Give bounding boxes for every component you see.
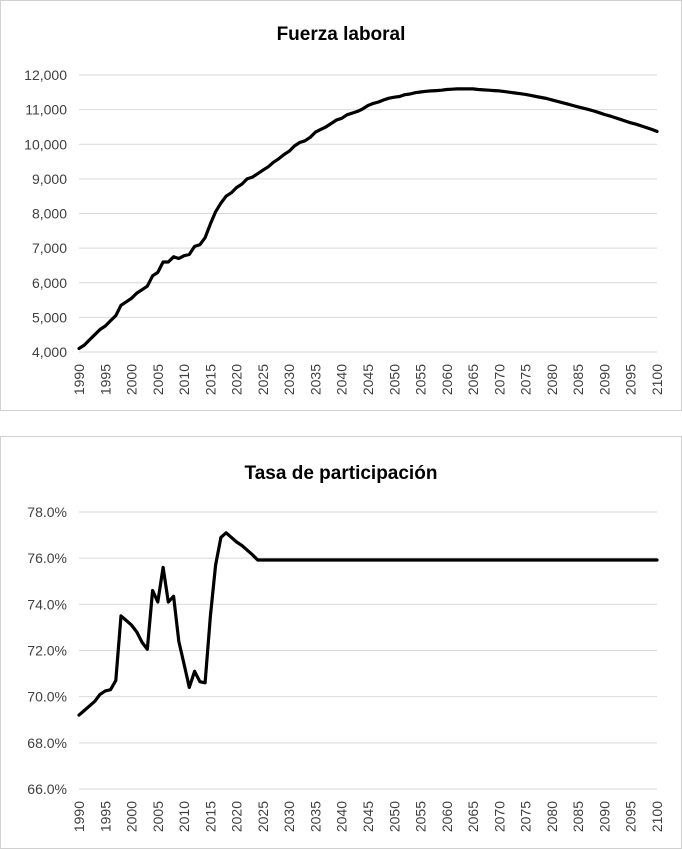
x-tick-label: 2095 <box>623 801 639 832</box>
x-tick-label: 2020 <box>229 364 245 395</box>
x-tick-label: 2080 <box>544 801 560 832</box>
y-tick-label: 78.0% <box>27 504 67 520</box>
x-tick-label: 2060 <box>439 801 455 832</box>
x-tick-label: 2040 <box>334 364 350 395</box>
x-tick-label: 1990 <box>71 801 87 832</box>
chart-tasa-participacion: Tasa de participación 66.0% 68.0% 70.0% 72.… <box>0 436 682 849</box>
x-tick-label: 2095 <box>623 364 639 395</box>
y-tick-label: 74.0% <box>27 596 67 612</box>
x-tick-label: 2040 <box>334 801 350 832</box>
x-tick-label: 2085 <box>570 801 586 832</box>
x-tick-label: 1995 <box>97 364 113 395</box>
y-tick-label: 68.0% <box>27 735 67 751</box>
x-tick-label: 2025 <box>255 364 271 395</box>
x-tick-label: 2045 <box>360 801 376 832</box>
chart-fuerza-laboral: Fuerza laboral 4,000 5,000 6,000 7,000 8,000… <box>0 0 682 411</box>
x-tick-label: 2100 <box>649 801 665 832</box>
y-tick-label: 4,000 <box>32 344 67 360</box>
y-tick-label: 10,000 <box>24 136 67 152</box>
series-line <box>77 531 659 717</box>
x-tick-label: 2070 <box>491 801 507 832</box>
y-tick-label: 72.0% <box>27 643 67 659</box>
y-tick-label: 7,000 <box>32 240 67 256</box>
y-tick-label: 76.0% <box>27 550 67 566</box>
x-tick-label: 2005 <box>150 364 166 395</box>
x-tick-label: 2060 <box>439 364 455 395</box>
y-tick-label: 11,000 <box>25 102 67 118</box>
x-tick-label: 2080 <box>544 364 560 395</box>
x-tick-label: 2010 <box>176 364 192 395</box>
x-tick-label: 2015 <box>202 801 218 832</box>
chart-title: Tasa de participación <box>245 463 438 484</box>
y-tick-label: 70.0% <box>27 689 67 705</box>
x-tick-label: 2090 <box>596 364 612 395</box>
x-tick-label: 2005 <box>150 801 166 832</box>
chart-fuerza-laboral-svg: Fuerza laboral 4,000 5,000 6,000 7,000 8,000… <box>24 24 665 395</box>
x-tick-label: 2065 <box>465 801 481 832</box>
y-tick-label: 66.0% <box>27 781 67 797</box>
x-tick-label: 1995 <box>97 801 113 832</box>
x-tick-label: 2015 <box>202 364 218 395</box>
x-tick-label: 2050 <box>386 801 402 832</box>
x-tick-label: 2020 <box>229 801 245 832</box>
x-tick-label: 2050 <box>386 364 402 395</box>
x-tick-label: 2000 <box>124 364 140 395</box>
x-tick-label: 2100 <box>649 364 665 395</box>
x-tick-label: 2090 <box>596 801 612 832</box>
x-tick-label: 2055 <box>413 364 429 395</box>
x-tick-label: 2010 <box>176 801 192 832</box>
x-tick-label: 2030 <box>281 801 297 832</box>
x-tick-label: 2035 <box>307 364 323 395</box>
y-tick-label: 12,000 <box>24 67 67 83</box>
x-tick-label: 2055 <box>413 801 429 832</box>
x-tick-label: 2075 <box>518 801 534 832</box>
x-tick-label: 2070 <box>491 364 507 395</box>
series-line <box>77 87 659 351</box>
y-tick-label: 8,000 <box>32 206 67 222</box>
x-tick-label: 2065 <box>465 364 481 395</box>
x-tick-label: 2085 <box>570 364 586 395</box>
chart-tasa-participacion-svg: Tasa de participación 66.0% 68.0% 70.0% 72.… <box>27 463 665 832</box>
x-tick-label: 2045 <box>360 364 376 395</box>
chart-title: Fuerza laboral <box>277 24 406 45</box>
y-tick-label: 6,000 <box>32 275 67 291</box>
y-tick-label: 9,000 <box>32 171 67 187</box>
x-tick-label: 2025 <box>255 801 271 832</box>
x-tick-label: 2030 <box>281 364 297 395</box>
x-tick-label: 1990 <box>71 364 87 395</box>
x-tick-label: 2075 <box>518 364 534 395</box>
x-tick-label: 2035 <box>307 801 323 832</box>
x-tick-label: 2000 <box>124 801 140 832</box>
y-tick-label: 5,000 <box>32 309 67 325</box>
